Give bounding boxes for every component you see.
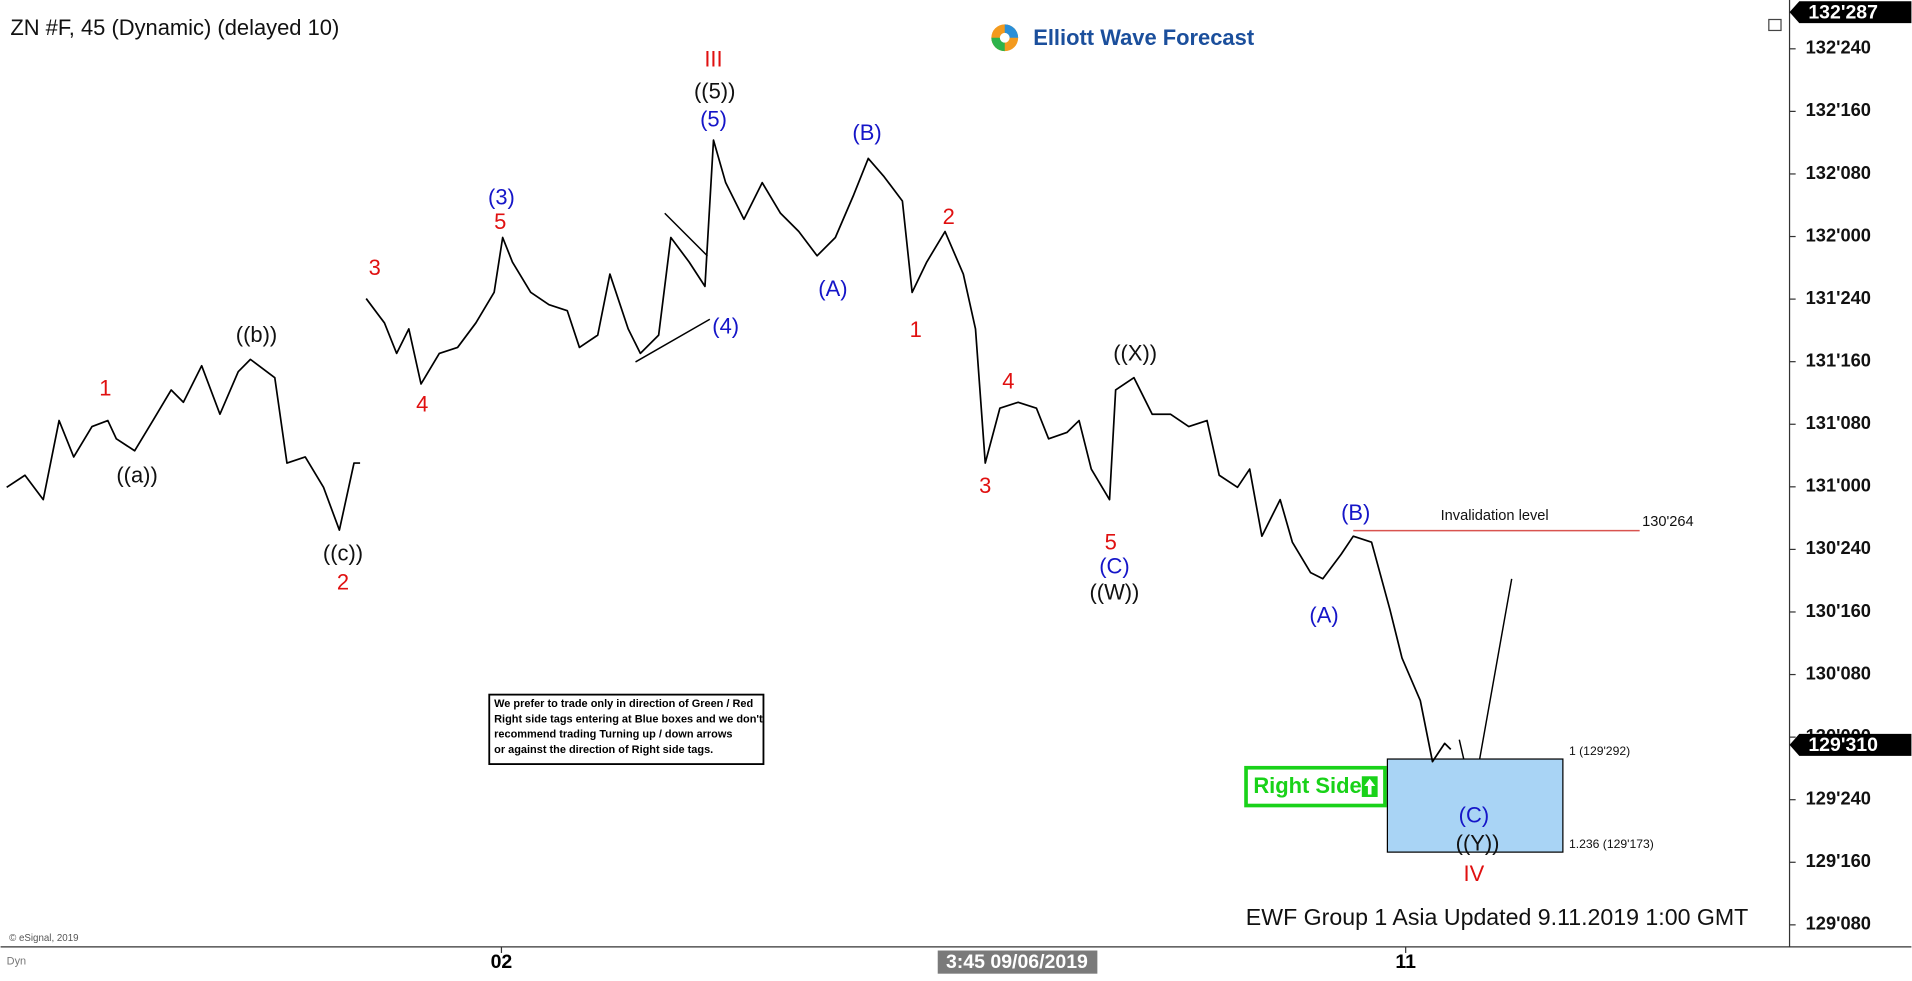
x-tick-label: 02: [491, 951, 513, 973]
price-tag: [1789, 1, 1912, 24]
wave-label: (5): [700, 106, 727, 131]
note-box: [488, 693, 765, 765]
y-tick-label: 132'000: [1806, 224, 1871, 245]
y-tick-label: 130'160: [1806, 600, 1871, 621]
right-side-text: Right Side: [1253, 773, 1361, 798]
invalidation-value: 130'264: [1642, 514, 1694, 530]
wave-label: ((c)): [323, 540, 363, 565]
wave-label: 3: [369, 255, 381, 280]
wave-label: ((b)): [236, 322, 277, 347]
logo-icon: [991, 24, 1019, 52]
note: We prefer to trade only in direction of …: [494, 698, 763, 756]
target-bottom-label: 1.236 (129'173): [1569, 837, 1654, 851]
price-line: [6, 139, 1452, 763]
y-tick-label: 132'240: [1806, 37, 1871, 58]
crosshair-label: 3:45 09/06/2019: [946, 951, 1088, 973]
note-line: recommend trading Turning up / down arro…: [494, 729, 732, 741]
wave-label: 1: [99, 376, 111, 401]
wave-label: ((Y)): [1456, 830, 1500, 855]
wave-label: IV: [1464, 861, 1485, 886]
corner-label: Dyn: [7, 955, 26, 967]
crosshair-box: [937, 950, 1098, 974]
wave-label: (A): [818, 276, 847, 301]
logo-text: Elliott Wave Forecast: [1033, 25, 1255, 50]
y-tick-label: 130'240: [1806, 537, 1871, 558]
wave-label: ((a)): [116, 462, 157, 487]
wave-label: (B): [1341, 500, 1370, 525]
wave-label: (C): [1459, 802, 1489, 827]
price-tag-label: 129'310: [1808, 734, 1878, 756]
y-tick-label: 129'240: [1806, 788, 1871, 809]
wave-label: 5: [494, 209, 506, 234]
note-line: We prefer to trade only in direction of …: [494, 698, 753, 710]
wave-label: III: [704, 47, 722, 72]
y-tick-label: 130'080: [1806, 662, 1871, 683]
y-tick-label: 131'160: [1806, 350, 1871, 371]
right-side-badge: Right Side: [1244, 765, 1387, 808]
y-tick-label: 129'160: [1806, 850, 1871, 871]
wave-label: 4: [1002, 368, 1014, 393]
wave-label: (4): [712, 314, 739, 339]
wave-label: 4: [416, 392, 428, 417]
y-tick-label: 132'080: [1806, 162, 1871, 183]
price-tag: [1789, 733, 1912, 756]
triangle-lines: [635, 212, 711, 363]
wave-label: 3: [979, 473, 991, 498]
wave-label: 2: [337, 570, 349, 595]
target-box: [1386, 758, 1564, 853]
y-tick-label: 131'080: [1806, 412, 1871, 433]
wave-label: (3): [488, 184, 515, 209]
invalidation-text: Invalidation level: [1441, 508, 1549, 524]
y-tick-label: 131'240: [1806, 287, 1871, 308]
right-side-arrow: [1364, 778, 1376, 795]
wave-label: (A): [1309, 602, 1338, 627]
y-tick-label: 131'000: [1806, 475, 1871, 496]
x-tick-label: 11: [1395, 951, 1416, 973]
copyright: © eSignal, 2019: [9, 933, 78, 944]
wave-label: 2: [943, 204, 955, 229]
wave-label: ((5)): [694, 78, 735, 103]
wave-label: (B): [852, 120, 881, 145]
y-tick-label: 129'080: [1806, 913, 1871, 934]
wave-label: ((W)): [1089, 579, 1139, 604]
window-icon: [1768, 18, 1782, 32]
wave-label: 1: [910, 317, 922, 342]
wave-label: ((X)): [1113, 340, 1157, 365]
target-top-label: 1 (129'292): [1569, 744, 1630, 758]
chart-title: ZN #F, 45 (Dynamic) (delayed 10): [10, 15, 339, 40]
footer: EWF Group 1 Asia Updated 9.11.2019 1:00 …: [1246, 904, 1749, 930]
wave-label: (C): [1099, 554, 1129, 579]
note-line: or against the direction of Right side t…: [494, 744, 713, 756]
y-tick-label: 132'160: [1806, 99, 1871, 120]
note-line: Right side tags entering at Blue boxes a…: [494, 713, 763, 725]
price-tag-label: 132'287: [1808, 2, 1878, 24]
wave-label: 5: [1105, 529, 1117, 554]
